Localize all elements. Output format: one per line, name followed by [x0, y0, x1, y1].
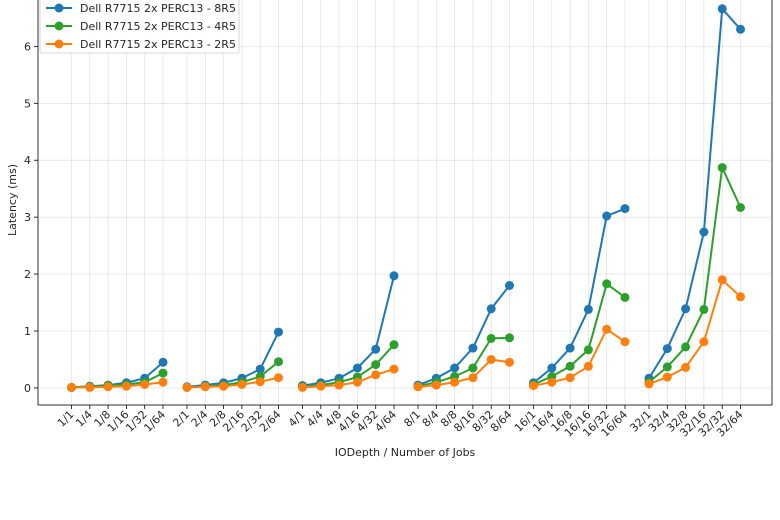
data-point [602, 279, 612, 289]
data-point [158, 357, 168, 367]
y-tick-label: 6 [24, 40, 31, 53]
data-point [468, 343, 478, 353]
data-point [662, 362, 672, 372]
data-point [620, 292, 630, 302]
data-point [255, 377, 265, 387]
data-point [699, 227, 709, 237]
legend-marker [54, 39, 64, 49]
data-point [103, 382, 113, 392]
data-point [602, 211, 612, 221]
data-point [274, 373, 283, 383]
data-point [505, 333, 514, 343]
data-point [450, 377, 460, 387]
data-point [85, 382, 95, 392]
data-point [505, 281, 514, 290]
data-point [158, 368, 168, 378]
data-point [699, 304, 709, 314]
data-point [352, 363, 362, 373]
data-point [620, 204, 630, 214]
y-tick-label: 2 [24, 268, 31, 281]
data-point [736, 24, 745, 34]
data-point [699, 337, 709, 347]
data-point [413, 382, 423, 392]
data-point [662, 344, 672, 354]
data-point [389, 271, 399, 281]
legend: Dell R7715 2x PERC13 - 8R5 Dell R7715 2x… [39, 0, 240, 54]
data-point [450, 363, 460, 373]
data-point [486, 355, 496, 364]
legend-label: Dell R7715 2x PERC13 - 2R5 [80, 38, 236, 51]
data-point [620, 337, 630, 347]
legend-marker [54, 21, 64, 31]
data-point [486, 304, 496, 314]
data-point [298, 382, 307, 392]
data-point [182, 382, 192, 392]
data-point [121, 381, 131, 391]
data-point [371, 344, 381, 354]
data-point [334, 380, 344, 390]
data-point [644, 379, 654, 389]
data-point [274, 357, 283, 367]
series-line [648, 7, 742, 379]
y-tick-label: 5 [24, 97, 31, 110]
legend-label: Dell R7715 2x PERC13 - 8R5 [80, 2, 236, 15]
data-point [274, 327, 283, 337]
data-point [565, 343, 575, 353]
data-point [602, 324, 612, 334]
data-point [371, 370, 381, 380]
data-point [486, 333, 496, 343]
legend-marker [54, 3, 64, 13]
data-point [717, 275, 727, 285]
data-point [505, 357, 514, 367]
data-point [200, 382, 210, 392]
y-axis-label: Latency (ms) [6, 164, 19, 236]
legend-label: Dell R7715 2x PERC13 - 4R5 [80, 20, 236, 33]
y-tick-label: 0 [24, 382, 31, 395]
data-point [389, 340, 399, 350]
data-point [140, 380, 150, 389]
series [67, 4, 745, 392]
data-point [681, 342, 691, 352]
data-point [565, 361, 575, 371]
data-point [547, 363, 557, 373]
data-point [237, 380, 247, 389]
data-point [389, 364, 399, 374]
data-point [717, 4, 727, 14]
data-point [736, 203, 745, 212]
data-point [583, 345, 593, 355]
data-point [662, 372, 672, 382]
data-point [565, 373, 575, 383]
data-point [547, 377, 557, 387]
legend-box [39, 0, 240, 54]
data-point [468, 363, 478, 373]
y-tick-label: 3 [24, 211, 31, 224]
legend-entry-2r5: Dell R7715 2x PERC13 - 2R5 [46, 38, 236, 51]
data-point [431, 380, 441, 390]
data-point [255, 364, 265, 374]
data-point [583, 361, 593, 371]
data-point [717, 163, 727, 173]
data-point [316, 381, 326, 391]
data-point [67, 382, 76, 392]
x-axis-label: IODepth / Number of Jobs [335, 446, 476, 459]
data-point [529, 381, 538, 391]
data-point [468, 373, 478, 383]
legend-entry-4r5: Dell R7715 2x PERC13 - 4R5 [46, 20, 236, 33]
data-point [736, 292, 745, 302]
y-tick-label: 4 [24, 154, 31, 167]
grid [38, 0, 772, 405]
data-point [583, 304, 593, 314]
y-tick-label: 1 [24, 325, 31, 338]
data-point [371, 360, 381, 370]
data-point [158, 377, 168, 387]
data-point [681, 304, 691, 314]
data-point [219, 381, 229, 391]
data-point [681, 362, 691, 372]
data-point [352, 377, 362, 387]
legend-entry-8r5: Dell R7715 2x PERC13 - 8R5 [46, 2, 236, 15]
plot-area [37, 0, 773, 406]
series-2 [67, 275, 745, 392]
